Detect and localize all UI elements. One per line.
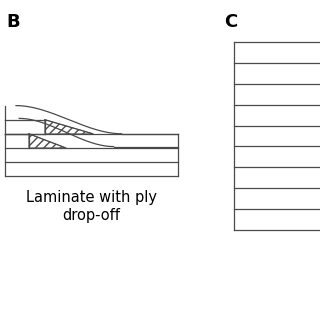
Text: B: B: [6, 13, 20, 31]
Text: C: C: [224, 13, 237, 31]
Polygon shape: [29, 134, 66, 148]
Polygon shape: [45, 120, 93, 134]
Text: Laminate with ply
drop-off: Laminate with ply drop-off: [26, 190, 157, 223]
